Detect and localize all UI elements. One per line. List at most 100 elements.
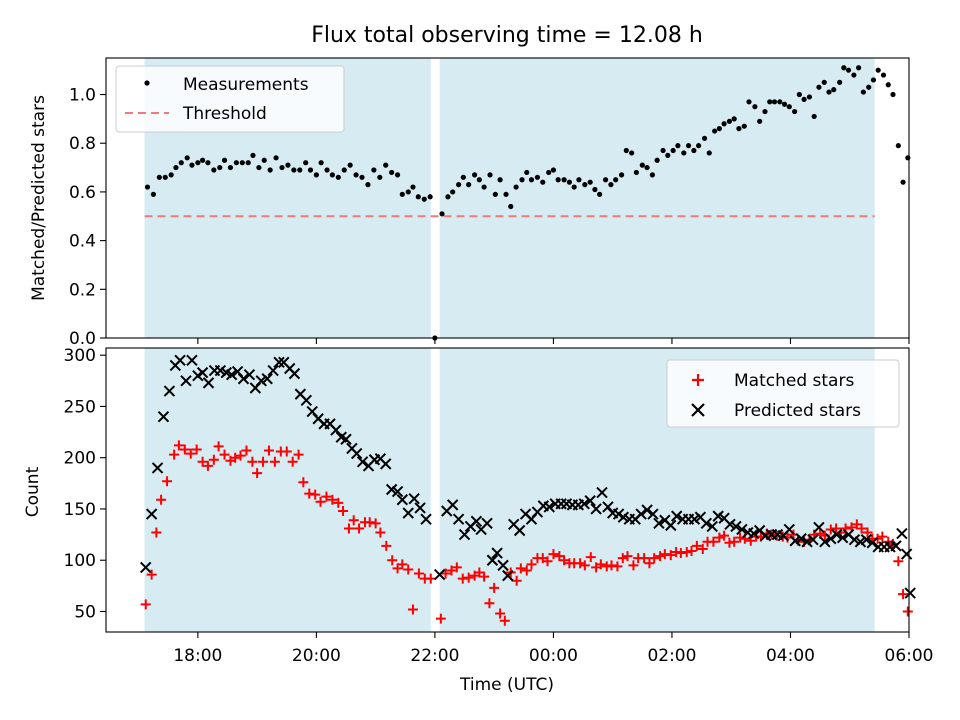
xtick-label: 18:00 bbox=[173, 646, 222, 666]
predicted-point bbox=[414, 502, 426, 514]
measurement-point bbox=[168, 172, 174, 178]
predicted-point bbox=[665, 519, 677, 532]
measurement-point bbox=[318, 160, 324, 166]
xtick-label: 04:00 bbox=[766, 646, 815, 666]
predicted-point bbox=[584, 495, 596, 507]
predicted-point bbox=[491, 547, 503, 559]
predicted-point bbox=[433, 568, 446, 581]
predicted-point bbox=[819, 536, 831, 548]
measurement-point bbox=[716, 126, 722, 132]
predicted-point bbox=[896, 527, 908, 540]
measurement-point bbox=[245, 160, 251, 166]
measurement-point bbox=[767, 99, 773, 105]
measurement-point bbox=[681, 150, 687, 156]
measurement-point bbox=[394, 172, 401, 178]
bottom-legend: Matched stars Predicted stars bbox=[666, 359, 900, 428]
measurement-point bbox=[199, 157, 206, 163]
measurement-point bbox=[450, 189, 456, 195]
predicted-point bbox=[900, 548, 913, 560]
measurement-point bbox=[696, 143, 702, 149]
measurement-points bbox=[144, 65, 911, 341]
matched-point bbox=[862, 527, 873, 538]
x-axis-label: Time (UTC) bbox=[459, 675, 554, 695]
matched-point bbox=[612, 561, 623, 572]
matched-point bbox=[440, 568, 451, 579]
measurement-point bbox=[503, 191, 509, 197]
predicted-point bbox=[860, 534, 873, 546]
xtick-label: 00:00 bbox=[529, 646, 578, 666]
measurement-point bbox=[445, 194, 451, 200]
predicted-point bbox=[596, 486, 608, 499]
predicted-point bbox=[736, 523, 748, 536]
measurement-point bbox=[721, 121, 727, 127]
matched-point bbox=[606, 560, 617, 571]
matched-point bbox=[675, 548, 686, 559]
measurement-point bbox=[365, 182, 371, 188]
matched-point bbox=[179, 444, 190, 455]
predicted-point bbox=[641, 504, 653, 516]
matched-point bbox=[151, 527, 162, 538]
predicted-point bbox=[830, 528, 843, 541]
measurement-point bbox=[534, 174, 541, 180]
predicted-point bbox=[670, 510, 683, 522]
matched-point bbox=[644, 558, 655, 569]
matched-point bbox=[622, 551, 633, 562]
top-axes-frame bbox=[105, 57, 910, 339]
measurement-point bbox=[890, 91, 896, 98]
predicted-point bbox=[497, 559, 509, 572]
matched-point bbox=[202, 460, 213, 471]
matched-point bbox=[381, 540, 392, 551]
matched-point bbox=[542, 556, 553, 567]
measurement-point bbox=[307, 167, 314, 173]
measurement-point bbox=[837, 79, 843, 85]
matched-point bbox=[185, 448, 196, 459]
predicted-point bbox=[590, 503, 602, 515]
measurement-point bbox=[150, 191, 157, 197]
measurement-point bbox=[508, 203, 514, 210]
predicted-point bbox=[174, 354, 186, 367]
predicted-point bbox=[273, 356, 285, 369]
measurement-point bbox=[831, 87, 837, 93]
matched-points bbox=[140, 440, 913, 626]
matched-point bbox=[579, 560, 590, 571]
predicted-point bbox=[391, 485, 404, 498]
predicted-point bbox=[225, 368, 238, 381]
measurement-point bbox=[156, 174, 162, 180]
predicted-point bbox=[396, 494, 409, 506]
matched-point bbox=[639, 553, 650, 564]
matched-point bbox=[898, 589, 909, 600]
measurement-point bbox=[347, 162, 353, 168]
measurement-point bbox=[184, 155, 190, 161]
predicted-point bbox=[237, 373, 250, 385]
matched-point bbox=[315, 496, 326, 507]
bottom-ytick-label: 150 bbox=[64, 500, 96, 520]
shaded-span-0 bbox=[144, 348, 431, 632]
matched-point bbox=[719, 530, 730, 541]
predicted-point bbox=[139, 561, 152, 574]
matched-point bbox=[397, 559, 408, 570]
matched-point bbox=[559, 555, 570, 566]
matched-point bbox=[708, 536, 719, 547]
measurement-point bbox=[856, 65, 862, 71]
measurement-point bbox=[383, 162, 389, 168]
top-y-axis-label: Matched/Predicted stars bbox=[29, 95, 49, 301]
matched-point bbox=[407, 604, 418, 615]
measurement-point bbox=[256, 164, 262, 171]
measurement-point bbox=[796, 91, 802, 98]
measurement-point bbox=[691, 147, 697, 154]
matched-point bbox=[825, 524, 836, 535]
measurement-point bbox=[335, 174, 341, 180]
measurement-point bbox=[701, 135, 708, 141]
matched-point bbox=[526, 559, 537, 570]
measurement-point bbox=[811, 113, 817, 120]
measurement-point bbox=[472, 172, 478, 178]
top-ytick-label: 0.4 bbox=[69, 232, 96, 252]
measurement-point bbox=[592, 186, 598, 193]
measurement-point bbox=[144, 184, 151, 190]
measurement-point bbox=[870, 77, 877, 83]
matched-point bbox=[298, 477, 309, 488]
predicted-point bbox=[420, 513, 432, 525]
measurement-point bbox=[421, 196, 427, 202]
measurement-point bbox=[777, 99, 783, 105]
